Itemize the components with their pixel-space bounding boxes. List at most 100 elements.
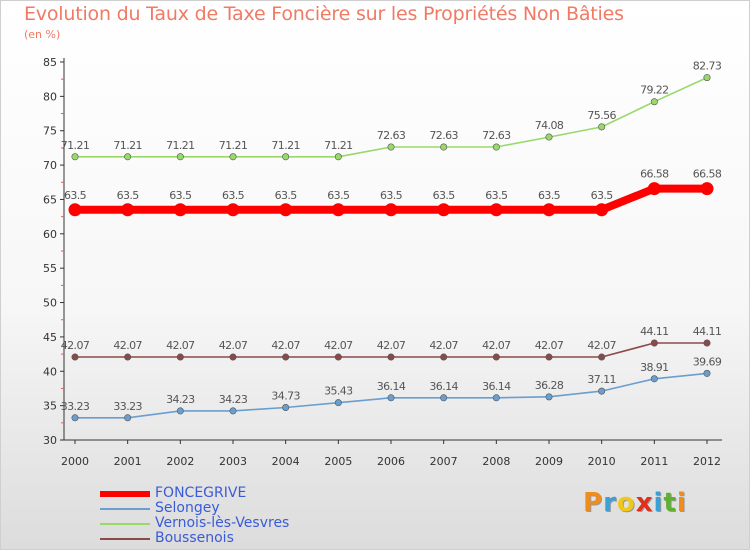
legend-label-boussenois: Boussenois	[155, 530, 234, 546]
data-point	[545, 353, 553, 361]
data-label: 44.11	[693, 325, 722, 338]
data-label: 33.23	[113, 400, 142, 413]
data-label: 71.21	[113, 139, 142, 152]
data-point	[229, 353, 237, 361]
y-tick-label: 65	[43, 193, 57, 206]
data-label: 42.07	[377, 339, 406, 352]
x-tick-label: 2001	[114, 455, 142, 468]
data-point	[703, 339, 711, 347]
data-label: 36.28	[535, 379, 564, 392]
data-point	[121, 203, 135, 217]
data-point	[334, 399, 342, 407]
data-point	[598, 353, 606, 361]
logo-letter: i	[653, 488, 664, 518]
data-label: 79.22	[640, 84, 669, 97]
legend-label-selongey: Selongey	[155, 500, 220, 516]
data-point	[492, 394, 500, 402]
logo-letter: i	[676, 488, 687, 518]
data-point	[440, 353, 448, 361]
data-label: 75.56	[587, 109, 616, 122]
data-label: 34.23	[219, 393, 248, 406]
data-label: 34.23	[166, 393, 195, 406]
data-label: 63.5	[222, 189, 245, 202]
data-label: 63.5	[64, 189, 87, 202]
data-point	[176, 153, 184, 161]
data-label: 42.07	[219, 339, 248, 352]
x-tick-label: 2009	[535, 455, 563, 468]
x-tick-label: 2010	[588, 455, 616, 468]
y-tick-label: 85	[43, 56, 57, 69]
data-point	[331, 203, 345, 217]
y-tick-label: 60	[43, 228, 57, 241]
data-point	[650, 375, 658, 383]
data-label: 71.21	[324, 139, 353, 152]
data-label: 63.5	[591, 189, 614, 202]
legend-swatch-boussenois	[100, 538, 150, 540]
data-label: 63.5	[117, 189, 140, 202]
data-label: 71.21	[61, 139, 90, 152]
data-label: 44.11	[640, 325, 669, 338]
x-tick-label: 2008	[482, 455, 510, 468]
data-label: 38.91	[640, 361, 669, 374]
data-point	[700, 182, 714, 196]
x-tick-label: 2012	[693, 455, 721, 468]
data-label: 71.21	[219, 139, 248, 152]
data-label: 33.23	[61, 400, 90, 413]
data-point	[71, 353, 79, 361]
data-label: 36.14	[482, 380, 511, 393]
y-tick-label: 75	[43, 125, 57, 138]
chart-title: Evolution du Taux de Taxe Foncière sur l…	[24, 3, 624, 25]
legend-swatch-selongey	[100, 508, 150, 510]
data-label: 63.5	[485, 189, 508, 202]
data-label: 72.63	[377, 129, 406, 142]
data-point	[650, 339, 658, 347]
data-label: 72.63	[429, 129, 458, 142]
data-point	[545, 393, 553, 401]
data-label: 36.14	[429, 380, 458, 393]
data-point	[440, 394, 448, 402]
data-point	[334, 153, 342, 161]
legend-label-foncegrive: FONCEGRIVE	[155, 485, 247, 501]
logo-letter: t	[663, 488, 677, 518]
x-tick-label: 2005	[324, 455, 352, 468]
data-point	[598, 387, 606, 395]
data-label: 37.11	[587, 373, 616, 386]
data-point	[387, 394, 395, 402]
y-tick-label: 35	[43, 400, 57, 413]
data-point	[650, 98, 658, 106]
data-point	[71, 414, 79, 422]
data-point	[440, 143, 448, 151]
legend-swatch-vernois	[100, 523, 150, 525]
data-label: 63.5	[275, 189, 298, 202]
data-label: 42.07	[166, 339, 195, 352]
y-tick-label: 55	[43, 262, 57, 275]
data-point	[71, 153, 79, 161]
data-point	[124, 353, 132, 361]
data-label: 42.07	[271, 339, 300, 352]
x-tick-label: 2000	[61, 455, 89, 468]
data-point	[282, 153, 290, 161]
proxiti-logo: Proxiti	[583, 488, 687, 518]
data-label: 42.07	[61, 339, 90, 352]
data-label: 35.43	[324, 385, 353, 398]
data-point	[124, 153, 132, 161]
data-point	[598, 123, 606, 131]
x-tick-label: 2011	[640, 455, 668, 468]
data-point	[595, 203, 609, 217]
data-label: 63.5	[433, 189, 456, 202]
chart-subtitle: (en %)	[24, 28, 61, 41]
x-tick-label: 2002	[166, 455, 194, 468]
data-label: 42.07	[535, 339, 564, 352]
data-point	[229, 407, 237, 415]
data-label: 42.07	[324, 339, 353, 352]
data-point	[124, 414, 132, 422]
legend-label-vernois: Vernois-lès-Vesvres	[155, 515, 290, 531]
logo-letter: P	[583, 488, 604, 518]
data-point	[176, 353, 184, 361]
data-point	[176, 407, 184, 415]
data-point	[489, 203, 503, 217]
data-point	[279, 203, 293, 217]
data-point	[703, 369, 711, 377]
